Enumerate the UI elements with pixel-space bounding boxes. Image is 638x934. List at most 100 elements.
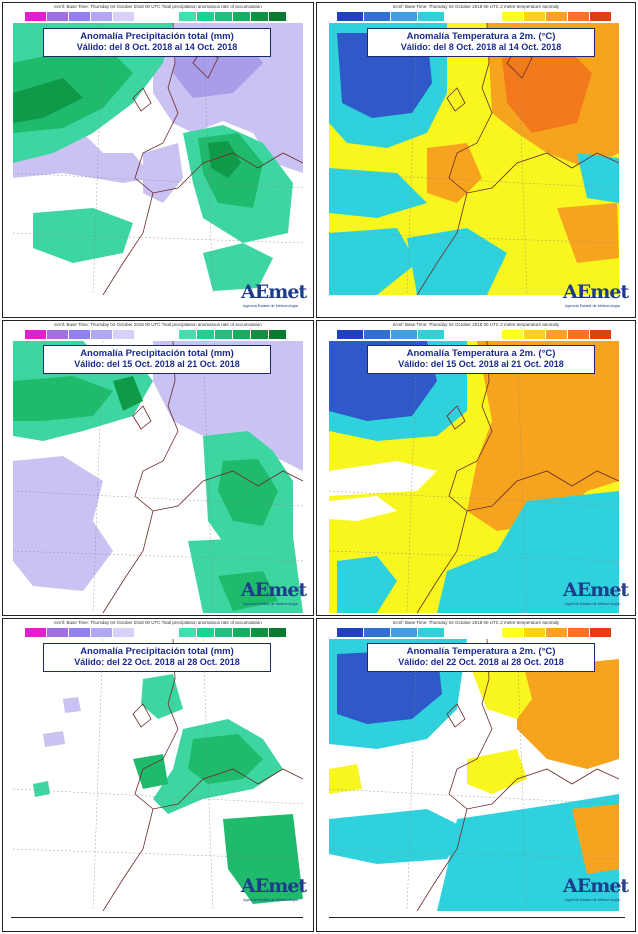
map-title-box: Anomalía Precipitación total (mm) Válido… (43, 643, 271, 672)
aemet-logo: AEmet Agencia Estatal de Meteorología (237, 577, 307, 611)
map-title: Anomalía Temperatura a 2m. (°C) (406, 348, 556, 359)
panel-header: ecmf: Base Time: Thursday 04 October 201… (392, 620, 560, 625)
legend-swatch (524, 330, 546, 339)
logo-subtitle: Agencia Estatal de Meteorología (243, 602, 298, 606)
temp-anomaly-map (328, 638, 620, 912)
precip-legend-dry (25, 628, 135, 637)
map-period: Válido: del 22 Oct. 2018 al 28 Oct. 2018 (398, 657, 564, 667)
legend-swatch (25, 330, 47, 339)
panel-header: ecmf: Base Time: Thursday 04 October 201… (392, 322, 560, 327)
legend-swatch (269, 628, 287, 637)
legend-swatch (568, 330, 590, 339)
map-title-box: Anomalía Temperatura a 2m. (°C) Válido: … (367, 643, 595, 672)
logo-subtitle: Agencia Estatal de Meteorología (565, 898, 620, 902)
temp-legend-warm (502, 628, 612, 637)
legend-swatch (391, 12, 418, 21)
legend-swatch (590, 330, 612, 339)
legend-swatch (69, 628, 91, 637)
legend-swatch (251, 330, 269, 339)
legend-swatch (25, 12, 47, 21)
legend-swatch (502, 628, 524, 637)
aemet-logo: AEmet Agencia Estatal de Meteorología (559, 279, 629, 313)
legend-swatch (418, 12, 445, 21)
legend-swatch (197, 330, 215, 339)
footer-rule (329, 917, 625, 918)
precip-legend-wet (179, 330, 287, 339)
map-title: Anomalía Precipitación total (mm) (80, 31, 234, 42)
legend-swatch (251, 628, 269, 637)
legend-swatch (391, 628, 418, 637)
map-title-box: Anomalía Precipitación total (mm) Válido… (43, 345, 271, 374)
panel-header: ecmf: Base Time: Thursday 04 October 201… (54, 322, 262, 327)
footer-rule (11, 917, 303, 918)
panel-temp-week3: ecmf: Base Time: Thursday 04 October 201… (316, 618, 636, 932)
map-period: Válido: del 22 Oct. 2018 al 28 Oct. 2018 (74, 657, 240, 667)
legend-swatch (524, 628, 546, 637)
legend-swatch (337, 628, 364, 637)
logo-name: AEmet (563, 579, 629, 601)
legend-swatch (47, 12, 69, 21)
legend-swatch (568, 12, 590, 21)
legend-swatch (364, 330, 391, 339)
legend-swatch (47, 330, 69, 339)
legend-swatch (91, 330, 113, 339)
panel-header: ecmf: Base Time: Thursday 04 October 201… (54, 4, 262, 9)
map-period: Válido: del 15 Oct. 2018 al 21 Oct. 2018 (74, 359, 240, 369)
legend-swatch (69, 12, 91, 21)
legend-swatch (337, 330, 364, 339)
legend-swatch (568, 628, 590, 637)
precip-legend-wet (179, 628, 287, 637)
legend-swatch (69, 330, 91, 339)
map-title: Anomalía Temperatura a 2m. (°C) (406, 31, 556, 42)
legend-swatch (524, 12, 546, 21)
legend-swatch (179, 12, 197, 21)
legend-swatch (215, 628, 233, 637)
legend-swatch (113, 330, 135, 339)
legend-swatch (251, 12, 269, 21)
legend-swatch (233, 330, 251, 339)
panel-precip-week3: ecmf: Base Time: Thursday 04 October 201… (2, 618, 314, 932)
panel-temp-week2: ecmf: Base Time: Thursday 04 October 201… (316, 320, 636, 616)
map-title-box: Anomalía Precipitación total (mm) Válido… (43, 28, 271, 57)
legend-swatch (233, 628, 251, 637)
legend-swatch (91, 12, 113, 21)
legend-swatch (337, 12, 364, 21)
map-period: Válido: del 15 Oct. 2018 al 21 Oct. 2018 (398, 359, 564, 369)
legend-swatch (502, 330, 524, 339)
map-title: Anomalía Precipitación total (mm) (80, 348, 234, 359)
legend-swatch (215, 12, 233, 21)
legend-swatch (269, 330, 287, 339)
logo-name: AEmet (241, 875, 307, 897)
map-title-box: Anomalía Temperatura a 2m. (°C) Válido: … (367, 28, 595, 57)
temp-legend-cold (337, 12, 445, 21)
legend-swatch (91, 628, 113, 637)
panel-temp-week1: ecmf: Base Time: Thursday 04 October 201… (316, 2, 636, 318)
map-period: Válido: del 8 Oct. 2018 al 14 Oct. 2018 (400, 42, 562, 52)
panel-header: ecmf: Base Time: Thursday 04 October 201… (392, 4, 560, 9)
aemet-logo: AEmet Agencia Estatal de Meteorología (237, 873, 307, 907)
legend-swatch (233, 12, 251, 21)
legend-swatch (197, 628, 215, 637)
legend-swatch (215, 330, 233, 339)
aemet-logo: AEmet Agencia Estatal de Meteorología (237, 279, 307, 313)
precip-legend-dry (25, 12, 135, 21)
logo-subtitle: Agencia Estatal de Meteorología (565, 304, 620, 308)
legend-swatch (113, 12, 135, 21)
legend-swatch (364, 628, 391, 637)
logo-name: AEmet (563, 875, 629, 897)
precip-legend-wet (179, 12, 287, 21)
logo-subtitle: Agencia Estatal de Meteorología (243, 304, 298, 308)
legend-swatch (502, 12, 524, 21)
temp-legend-warm (502, 12, 612, 21)
legend-swatch (546, 330, 568, 339)
legend-swatch (391, 330, 418, 339)
legend-swatch (25, 628, 47, 637)
legend-swatch (179, 628, 197, 637)
legend-swatch (364, 12, 391, 21)
temp-anomaly-map (328, 22, 620, 296)
legend-swatch (546, 628, 568, 637)
legend-swatch (546, 12, 568, 21)
aemet-logo: AEmet Agencia Estatal de Meteorología (559, 873, 629, 907)
logo-name: AEmet (241, 579, 307, 601)
